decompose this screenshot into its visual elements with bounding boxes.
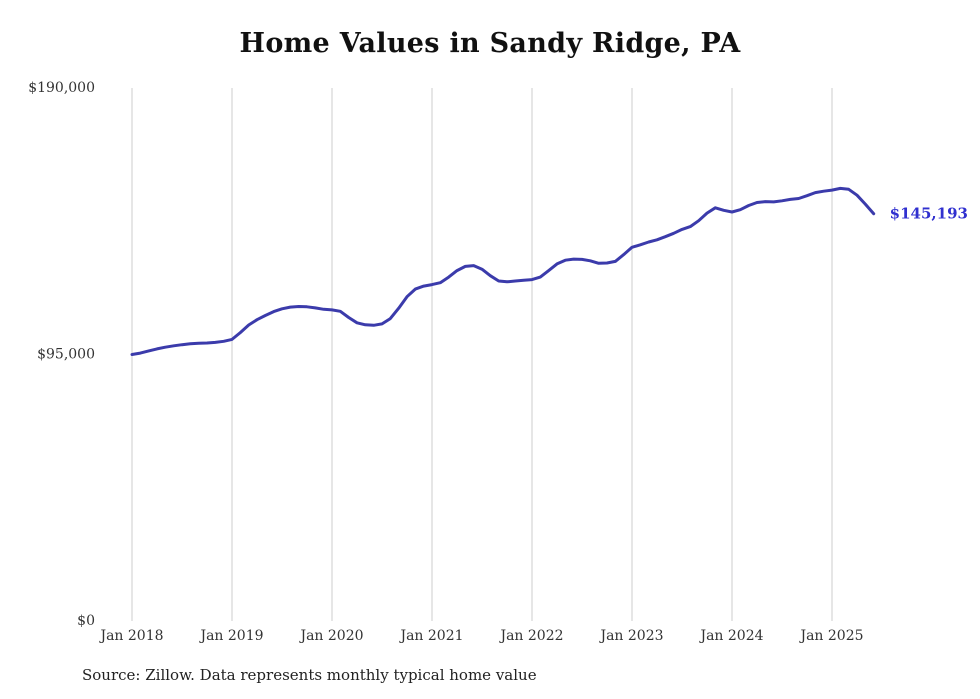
source-note: Source: Zillow. Data represents monthly …: [82, 666, 537, 684]
y-tick-label: $0: [77, 613, 95, 629]
series-line: [130, 186, 876, 356]
y-tick-label: $190,000: [28, 80, 95, 96]
x-tick-label: Jan 2023: [598, 628, 663, 644]
end-value-label: $145,193: [890, 205, 968, 223]
x-tick-label: Jan 2021: [398, 628, 463, 644]
x-tick-label: Jan 2020: [298, 628, 363, 644]
y-tick-label: $95,000: [37, 347, 95, 363]
x-tick-label: Jan 2022: [498, 628, 563, 644]
x-tick-label: Jan 2019: [198, 628, 263, 644]
x-tick-label: Jan 2024: [698, 628, 763, 644]
x-tick-label: Jan 2025: [798, 628, 863, 644]
x-tick-label: Jan 2018: [98, 628, 163, 644]
chart-title: Home Values in Sandy Ridge, PA: [239, 28, 741, 59]
